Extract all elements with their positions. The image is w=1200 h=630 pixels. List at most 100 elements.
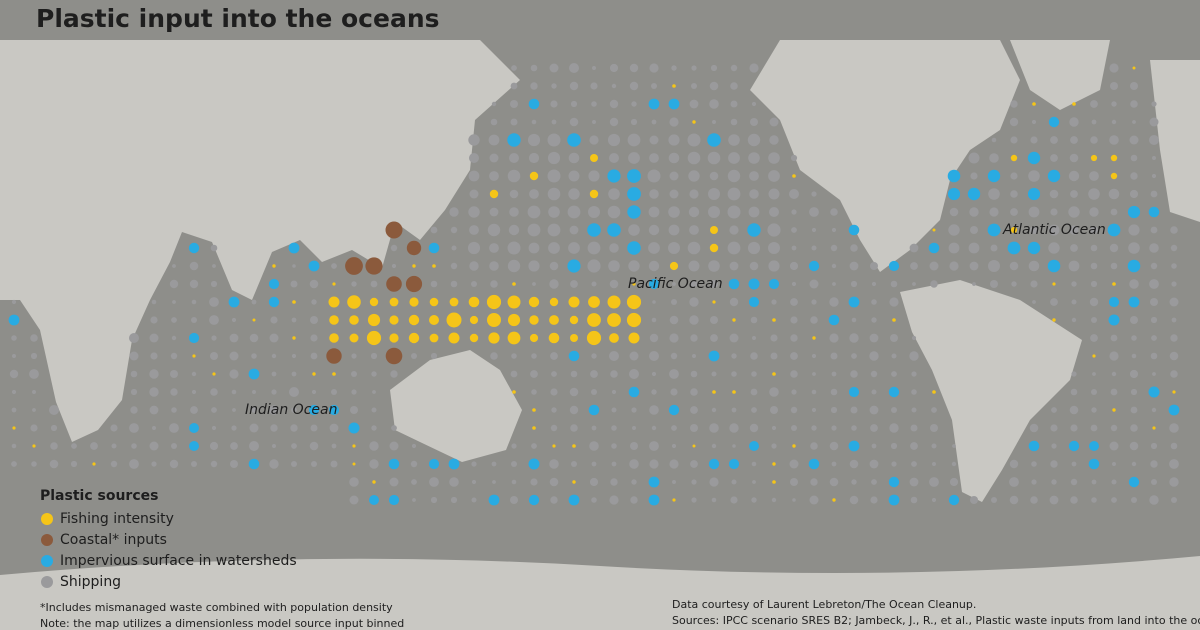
ocean-dot (1090, 280, 1098, 288)
ocean-dot (1029, 423, 1039, 433)
ocean-dot (649, 189, 659, 199)
ocean-dot (651, 371, 657, 377)
ocean-dot (291, 317, 297, 323)
ocean-dot (668, 206, 680, 218)
legend-label: Impervious surface in watersheds (60, 553, 297, 569)
ocean-dot (291, 461, 297, 467)
ocean-dot (292, 300, 296, 304)
legend-label: Shipping (60, 574, 121, 590)
ocean-dot (850, 370, 858, 378)
ocean-dot (1070, 478, 1078, 486)
dot-layer (8, 63, 1180, 506)
ocean-dot (709, 423, 719, 433)
ocean-dot (251, 299, 257, 305)
ocean-dot (288, 242, 300, 254)
ocean-dot (471, 497, 477, 503)
ocean-dot (1130, 388, 1138, 396)
ocean-dot (511, 479, 517, 485)
ocean-dot (569, 63, 579, 73)
ocean-dot (1150, 352, 1158, 360)
ocean-dot (389, 441, 399, 451)
ocean-dot (130, 388, 138, 396)
ocean-dot (430, 496, 438, 504)
ocean-dot (489, 243, 499, 253)
ocean-dot (547, 169, 561, 183)
ocean-dot (169, 459, 179, 469)
antarctica (0, 556, 1200, 630)
ocean-dot (1092, 372, 1096, 376)
ocean-dot (768, 260, 780, 272)
ocean-dot (8, 314, 20, 326)
ocean-dot (728, 152, 740, 164)
ocean-dot (708, 206, 720, 218)
ocean-dot (170, 352, 178, 360)
legend-label: Fishing intensity (60, 511, 174, 527)
ocean-dot (352, 444, 356, 448)
ocean-dot (552, 444, 556, 448)
ocean-dot (467, 241, 481, 255)
ocean-dot (1089, 171, 1099, 181)
ocean-dot (1171, 497, 1177, 503)
ocean-dot (609, 351, 619, 361)
ocean-dot (672, 498, 676, 502)
ocean-dot (1070, 244, 1078, 252)
ocean-dot (1129, 369, 1139, 379)
ocean-dot (169, 423, 179, 433)
ocean-dot (1168, 404, 1180, 416)
ocean-dot (390, 370, 398, 378)
ocean-dot (332, 282, 336, 286)
ocean-dot (928, 242, 940, 254)
ocean-dot (669, 315, 679, 325)
ocean-dot (312, 372, 316, 376)
ocean-dot (488, 332, 500, 344)
ocean-dot (351, 353, 357, 359)
ocean-dot (230, 442, 238, 450)
ocean-dot (509, 153, 519, 163)
ocean-dot (671, 299, 677, 305)
ocean-dot (1110, 388, 1118, 396)
ocean-dot (572, 444, 576, 448)
ocean-dot (1108, 296, 1120, 308)
ocean-dot (809, 279, 819, 289)
ocean-dot (410, 460, 418, 468)
ocean-dot (587, 241, 601, 255)
ocean-dot (1068, 440, 1080, 452)
ocean-dot (1109, 63, 1119, 73)
ocean-dot (931, 497, 937, 503)
ocean-dot (549, 477, 559, 487)
ocean-dot (1130, 100, 1138, 108)
ocean-dot (1148, 206, 1160, 218)
ocean-dot (310, 316, 318, 324)
ocean-dot (1110, 208, 1118, 216)
ocean-dot (870, 496, 878, 504)
ocean-dot (1149, 243, 1159, 253)
ocean-dot (747, 241, 761, 255)
ocean-dot (772, 372, 776, 376)
ocean-dot (1110, 424, 1118, 432)
greenland (1010, 40, 1110, 110)
ocean-dot (1090, 154, 1098, 162)
ocean-dot (749, 63, 759, 73)
ocean-dot (628, 224, 640, 236)
ocean-dot (468, 296, 480, 308)
ocean-dot (549, 63, 559, 73)
ocean-dot (507, 331, 521, 345)
ocean-dot (191, 371, 197, 377)
ocean-dot (1009, 477, 1019, 487)
ocean-dot (1150, 262, 1158, 270)
ocean-dot (871, 389, 877, 395)
ocean-dot (851, 425, 857, 431)
ocean-dot (1169, 459, 1179, 469)
ocean-dot (446, 312, 462, 328)
ocean-dot (790, 370, 798, 378)
ocean-dot (909, 351, 919, 361)
ocean-dot (471, 461, 477, 467)
ocean-dot (249, 423, 259, 433)
ocean-dot (348, 422, 360, 434)
ocean-dot (412, 498, 416, 502)
ocean-dot (691, 497, 697, 503)
ocean-dot (529, 171, 539, 181)
ocean-dot (1172, 390, 1176, 394)
ocean-dot (172, 264, 176, 268)
ocean-dot (49, 405, 59, 415)
